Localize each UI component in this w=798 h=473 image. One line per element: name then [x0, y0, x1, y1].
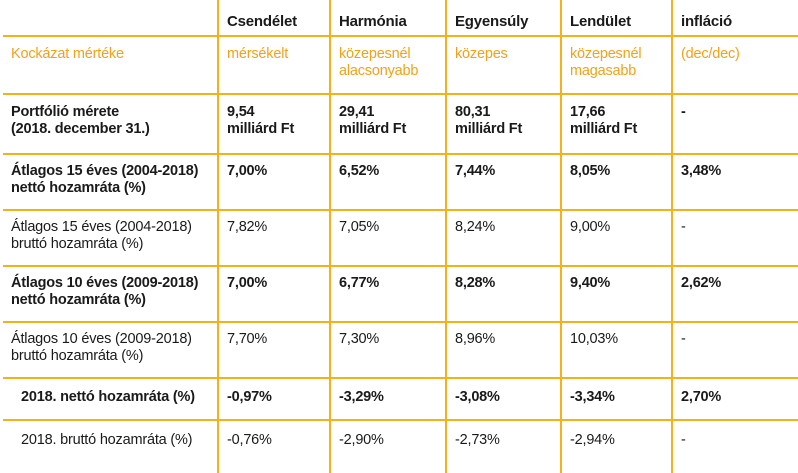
table-row: 2018. bruttó hozamráta (%) -0,76% -2,90%…	[3, 420, 798, 473]
table-row: 2018. nettó hozamráta (%) -0,97% -3,29% …	[3, 378, 798, 421]
table-cell: 3,48%	[671, 154, 798, 211]
column-header: Lendület	[560, 0, 672, 37]
risk-value: közepesnél alacsonyabb	[329, 36, 446, 95]
portfolio-row: Portfólió mérete (2018. december 31.) 9,5…	[3, 94, 798, 155]
risk-value: közepes	[445, 36, 561, 95]
header-corner	[3, 0, 218, 37]
table-cell: 7,00%	[217, 154, 330, 211]
table-cell: -2,94%	[560, 420, 672, 473]
risk-value: mérsékelt	[217, 36, 330, 95]
table-row: Átlagos 15 éves (2004-2018) nettó hozamrá…	[3, 154, 798, 211]
table-cell: 8,24%	[445, 210, 561, 267]
table-cell: -0,97%	[217, 378, 330, 421]
fund-performance-table: Csendélet Harmónia Egyensúly Lendület in…	[3, 0, 798, 473]
portfolio-value: 29,41 milliárd Ft	[329, 94, 446, 155]
table-cell: -3,08%	[445, 378, 561, 421]
table-cell: 10,03%	[560, 322, 672, 379]
table-cell: 7,05%	[329, 210, 446, 267]
table-cell: 7,82%	[217, 210, 330, 267]
table-cell: 8,28%	[445, 266, 561, 323]
header-row: Csendélet Harmónia Egyensúly Lendület in…	[3, 0, 798, 37]
table-cell: 8,96%	[445, 322, 561, 379]
table-cell: -2,73%	[445, 420, 561, 473]
row-label: Kockázat mértéke	[3, 36, 218, 95]
column-header: infláció	[671, 0, 798, 37]
portfolio-value: 9,54 milliárd Ft	[217, 94, 330, 155]
row-label: 2018. bruttó hozamráta (%)	[21, 432, 193, 448]
table-cell: 8,05%	[560, 154, 672, 211]
table-cell: -3,29%	[329, 378, 446, 421]
table-cell: -	[671, 420, 798, 473]
table-cell: 2,70%	[671, 378, 798, 421]
table-cell: 2,62%	[671, 266, 798, 323]
risk-row: Kockázat mértéke mérsékelt közepesnél ala…	[3, 36, 798, 95]
portfolio-value: 80,31 milliárd Ft	[445, 94, 561, 155]
table-cell: 7,00%	[217, 266, 330, 323]
table-cell: -	[671, 322, 798, 379]
portfolio-value: 17,66 milliárd Ft	[560, 94, 672, 155]
table-cell: -3,34%	[560, 378, 672, 421]
row-label: Átlagos 10 éves (2009-2018) nettó hozamrá…	[3, 266, 218, 323]
column-header: Egyensúly	[445, 0, 561, 37]
table-cell: -	[671, 210, 798, 267]
table-row: Átlagos 15 éves (2004-2018) bruttó hozamr…	[3, 210, 798, 267]
table-cell: 6,77%	[329, 266, 446, 323]
row-label: Átlagos 15 éves (2004-2018) nettó hozamrá…	[3, 154, 218, 211]
table-cell: 7,70%	[217, 322, 330, 379]
row-label: Átlagos 10 éves (2009-2018) bruttó hozamr…	[3, 322, 218, 379]
row-label: Átlagos 15 éves (2004-2018) bruttó hozamr…	[3, 210, 218, 267]
table-cell: 9,40%	[560, 266, 672, 323]
risk-value: (dec/dec)	[671, 36, 798, 95]
table-cell: 6,52%	[329, 154, 446, 211]
table-row: Átlagos 10 éves (2009-2018) bruttó hozamr…	[3, 322, 798, 379]
table-cell: -2,90%	[329, 420, 446, 473]
table-cell: -0,76%	[217, 420, 330, 473]
risk-value: közepesnél magasabb	[560, 36, 672, 95]
table-cell: 7,30%	[329, 322, 446, 379]
row-label: Portfólió mérete (2018. december 31.)	[3, 94, 218, 155]
portfolio-value: -	[671, 94, 798, 155]
table-row: Átlagos 10 éves (2009-2018) nettó hozamrá…	[3, 266, 798, 323]
table-cell: 9,00%	[560, 210, 672, 267]
row-label: 2018. nettó hozamráta (%)	[3, 378, 218, 421]
table-cell: 7,44%	[445, 154, 561, 211]
column-header: Harmónia	[329, 0, 446, 37]
column-header: Csendélet	[217, 0, 330, 37]
